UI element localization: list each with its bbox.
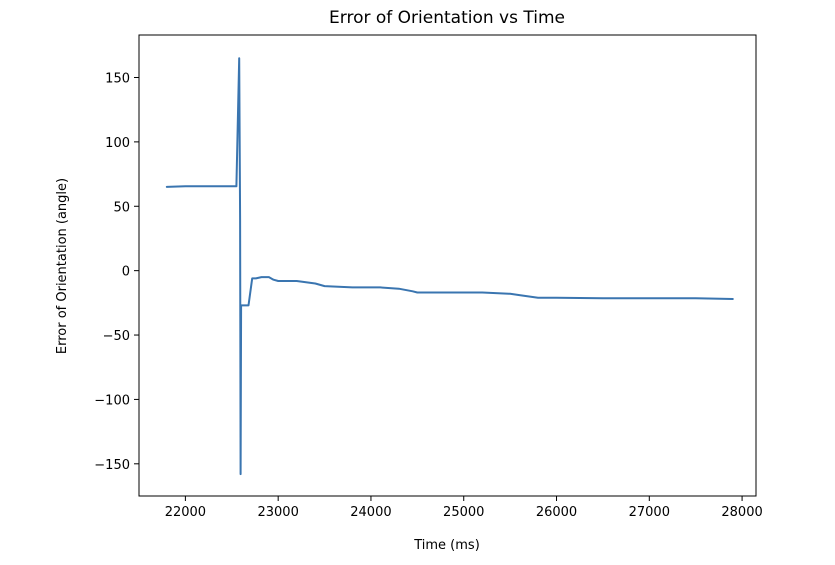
x-axis-label: Time (ms) [413,538,480,553]
x-tick-label: 28000 [721,505,762,520]
x-tick-label: 27000 [629,505,670,520]
x-axis: 22000 23000 24000 25000 26000 27000 28000 [165,496,763,520]
axes-frame [138,34,757,497]
x-tick-label: 23000 [257,505,298,520]
y-tick-label: 50 [113,200,130,215]
x-tick-label: 22000 [165,505,206,520]
y-tick-label: −150 [94,458,130,473]
x-tick-label: 24000 [350,505,391,520]
plot-area [165,57,734,476]
y-tick-label: 0 [122,265,130,280]
y-tick-label: 150 [105,71,130,86]
y-axis-label: Error of Orientation (angle) [55,178,70,354]
y-tick-label: −100 [94,393,130,408]
x-tick-label: 25000 [443,505,484,520]
chart-title: Error of Orientation vs Time [329,8,565,28]
y-tick-label: 100 [105,136,130,151]
series-line-0 [165,57,734,476]
y-axis: 150 100 50 0 −50 −100 −150 [94,71,139,473]
y-tick-label: −50 [103,329,130,344]
x-tick-label: 26000 [536,505,577,520]
